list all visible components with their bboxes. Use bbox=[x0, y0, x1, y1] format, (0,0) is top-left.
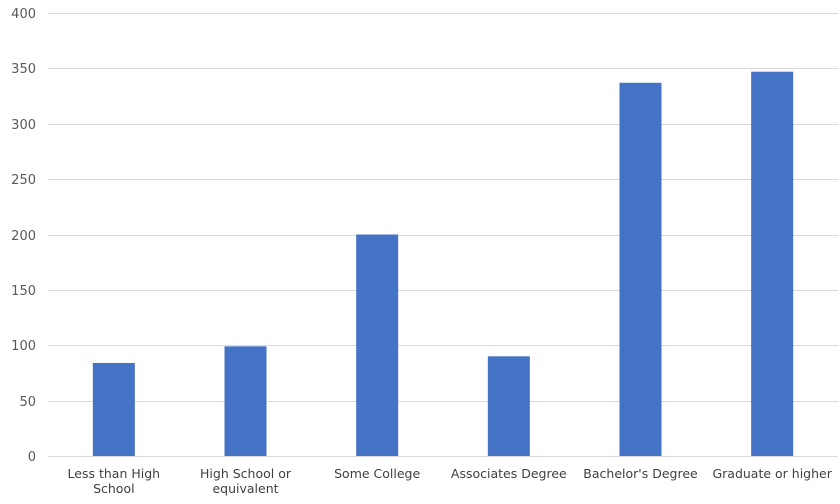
bars bbox=[92, 71, 794, 457]
x-tick-label: equivalent bbox=[212, 481, 278, 496]
gridlines bbox=[48, 13, 838, 457]
x-tick-label: Bachelor's Degree bbox=[583, 466, 698, 481]
x-tick-label: High School or bbox=[200, 466, 292, 481]
bar bbox=[92, 362, 135, 456]
y-tick-label: 50 bbox=[19, 395, 36, 410]
y-tick-label: 0 bbox=[28, 450, 36, 465]
x-tick-label: Some College bbox=[334, 466, 420, 481]
bar bbox=[356, 234, 399, 456]
x-tick-label: Less than High bbox=[68, 466, 161, 481]
bar bbox=[224, 346, 267, 456]
y-tick-label: 300 bbox=[11, 118, 36, 133]
y-tick-label: 200 bbox=[11, 229, 36, 244]
bar bbox=[619, 82, 662, 457]
x-tick-label: Associates Degree bbox=[451, 466, 567, 481]
y-tick-label: 150 bbox=[11, 284, 36, 299]
x-tick-label: School bbox=[93, 481, 135, 496]
y-tick-label: 250 bbox=[11, 173, 36, 188]
y-tick-label: 350 bbox=[11, 62, 36, 77]
bar bbox=[751, 71, 794, 456]
y-tick-label: 100 bbox=[11, 339, 36, 354]
y-axis-ticks: 0 50 100 150 200 250 300 350 400 bbox=[11, 7, 36, 465]
x-tick-label: Graduate or higher bbox=[712, 466, 832, 481]
bar bbox=[487, 356, 530, 456]
y-tick-label: 400 bbox=[11, 7, 36, 22]
